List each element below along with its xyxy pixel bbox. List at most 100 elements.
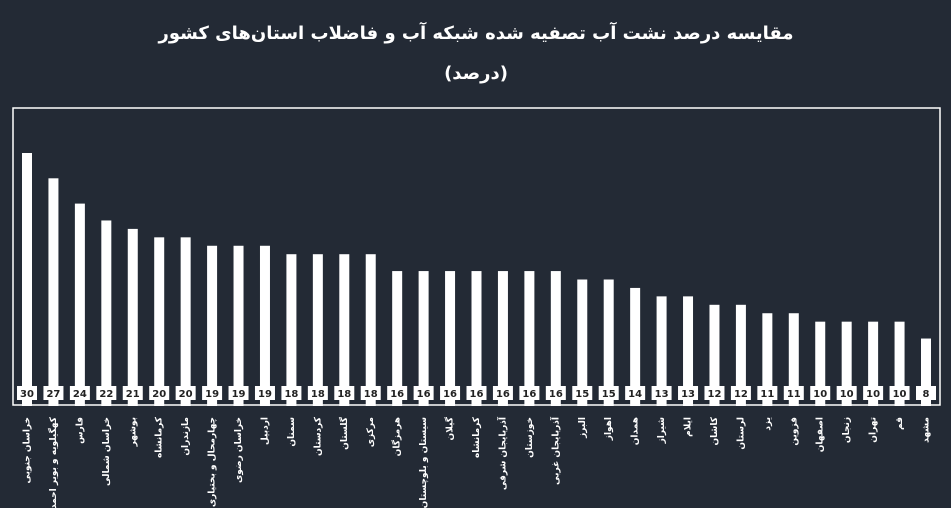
bar — [127, 228, 138, 406]
value-label: 19 — [205, 389, 219, 400]
bar — [418, 271, 429, 406]
value-label-box — [810, 386, 831, 400]
x-tick-label: کرمانشاه — [155, 416, 165, 458]
value-label-box — [598, 386, 619, 400]
x-tick-label: گلستان — [338, 416, 350, 450]
x-tick-label: تهران — [869, 417, 879, 443]
value-label: 12 — [708, 389, 722, 400]
value-label: 11 — [787, 389, 801, 400]
bar — [683, 296, 694, 406]
chart-subtitle: (درصد) — [444, 63, 508, 84]
value-label-box — [254, 386, 275, 400]
x-tick-label: ایلام — [684, 417, 694, 437]
bar — [603, 279, 614, 406]
value-label: 10 — [866, 389, 880, 400]
x-tick-label: سمنان — [287, 417, 297, 447]
x-tick-label: کاشان — [710, 416, 720, 445]
bar — [180, 237, 191, 406]
x-tick-label: اهواز — [604, 417, 614, 441]
x-tick-label: خوزستان — [525, 417, 535, 458]
x-tick-label: خراسان شمالی — [102, 417, 112, 486]
bar — [497, 271, 508, 406]
value-label: 21 — [126, 389, 140, 400]
value-label-box — [730, 386, 751, 400]
value-label-box — [281, 386, 302, 400]
value-label: 18 — [284, 389, 298, 400]
value-label-box — [387, 386, 408, 400]
value-label: 15 — [602, 389, 616, 400]
bar — [445, 271, 456, 406]
x-tick-label: سیستان و بلوچستان — [419, 417, 429, 508]
bar — [286, 254, 297, 406]
x-tick-label: آذربایجان شرقی — [496, 416, 508, 490]
chart-title: مقایسه درصد نشت آب تصفیه شده شبکه آب و ف… — [157, 21, 793, 44]
bar — [577, 279, 588, 406]
value-label: 16 — [549, 389, 563, 400]
x-tick-label: گیلان — [444, 416, 456, 440]
bar — [365, 254, 376, 406]
value-label: 27 — [46, 389, 60, 400]
x-tick-label: خراسان جنوبی — [23, 417, 33, 484]
x-tick-label: کردستان — [313, 416, 323, 456]
value-label: 16 — [496, 389, 510, 400]
value-label-box — [519, 386, 540, 400]
bar — [921, 338, 931, 406]
value-label: 16 — [443, 389, 457, 400]
bar — [524, 271, 535, 406]
value-label-box — [96, 386, 117, 400]
value-label: 20 — [152, 389, 166, 400]
x-tick-label: فارس — [75, 417, 85, 444]
x-tick-label: مشهد — [922, 417, 932, 443]
bar — [868, 321, 879, 406]
value-label: 16 — [390, 389, 404, 400]
x-tick-label: مرکزی — [366, 417, 376, 447]
x-tick-label: البرز — [578, 417, 588, 439]
value-label: 10 — [840, 389, 854, 400]
value-label-box — [678, 386, 699, 400]
value-label: 18 — [311, 389, 325, 400]
x-tick-label: بوشهر — [128, 417, 138, 447]
bar — [154, 237, 165, 406]
x-tick-label: یزد — [763, 417, 773, 431]
bar — [735, 304, 746, 406]
value-label-box — [202, 386, 223, 400]
value-label: 18 — [364, 389, 378, 400]
value-label: 16 — [417, 389, 431, 400]
value-label-box — [492, 386, 513, 400]
value-label-box — [149, 386, 170, 400]
value-label-box — [889, 386, 910, 400]
value-label: 16 — [470, 389, 484, 400]
x-tick-label: هرمزگان — [391, 417, 403, 456]
value-label: 12 — [734, 389, 748, 400]
x-tick-label: اردبیل — [260, 417, 270, 445]
value-label: 14 — [628, 389, 642, 400]
value-label-box — [228, 386, 249, 400]
bar — [656, 296, 667, 406]
bar — [894, 321, 905, 406]
value-label-box — [360, 386, 381, 400]
value-label: 30 — [20, 389, 34, 400]
bar — [101, 220, 112, 406]
bar — [762, 313, 773, 406]
bar — [48, 178, 59, 406]
x-tick-label: مازندران — [181, 417, 191, 456]
bar — [471, 271, 482, 406]
value-label-box — [783, 386, 804, 400]
x-tick-label: زنجان — [842, 417, 852, 443]
value-label-box — [651, 386, 672, 400]
bar — [312, 254, 323, 406]
bar — [74, 203, 85, 406]
x-tick-label: اصفهان — [816, 417, 826, 452]
value-label-box — [440, 386, 461, 400]
value-label: 22 — [99, 389, 113, 400]
x-tick-label: قم — [895, 417, 905, 430]
value-label: 10 — [813, 389, 827, 400]
bar — [392, 271, 403, 406]
value-label-box — [413, 386, 434, 400]
value-label-box — [122, 386, 143, 400]
value-label-box — [625, 386, 646, 400]
bar — [841, 321, 852, 406]
x-tick-label: خراسان رضوی — [234, 417, 244, 483]
x-tick-label: لرستان — [736, 417, 746, 450]
